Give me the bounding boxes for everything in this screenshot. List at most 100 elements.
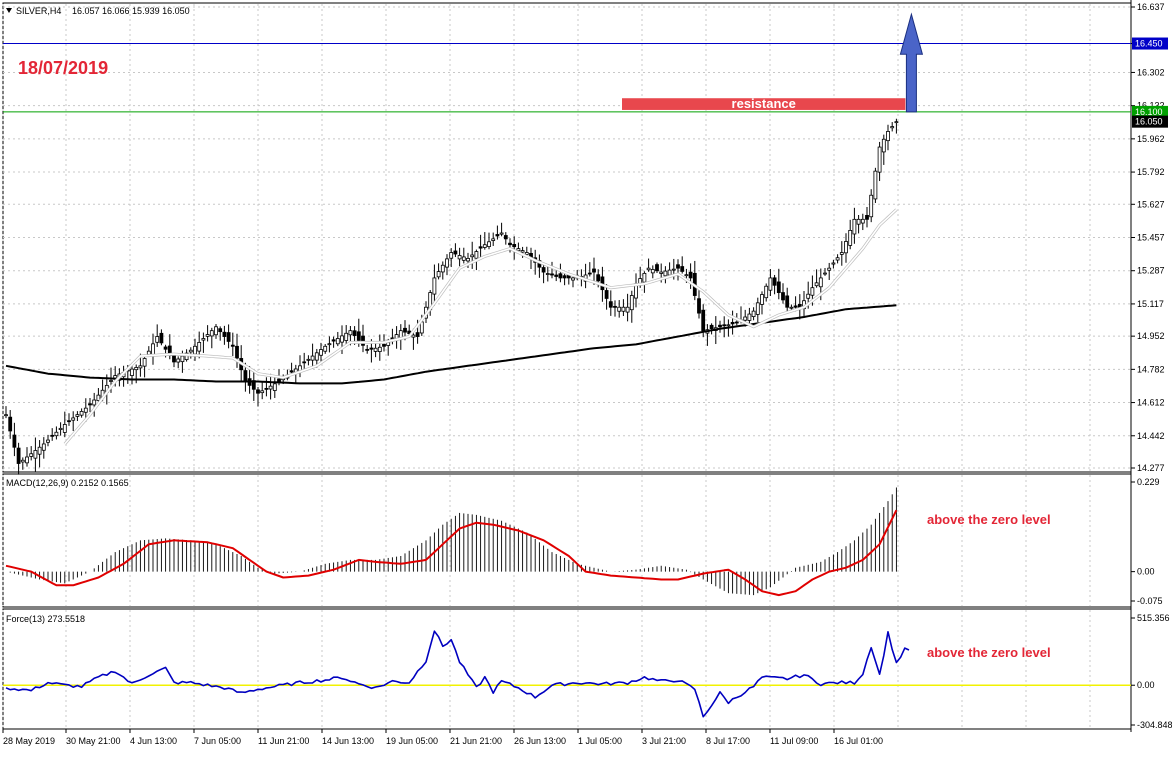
candle-body [436,271,441,278]
candle [827,262,832,280]
candle-body [16,447,21,464]
candle-body [751,310,756,317]
candle-body [886,131,890,142]
level-tag [1132,115,1168,128]
candle [470,241,475,269]
price-tick-label: 15.792 [1137,167,1165,177]
candle-body [663,270,668,277]
candle-body [781,292,785,301]
candle [860,213,865,231]
candle-body [151,343,155,355]
triangle-down-icon[interactable] [6,8,12,13]
candle-body [79,411,84,416]
candle-body [58,427,63,430]
candle-body [411,334,416,338]
price-tick-label: 14.277 [1137,463,1165,473]
candle-body [356,331,361,341]
candle [545,264,550,282]
candle [155,324,160,347]
candle-body [306,358,311,361]
candle [487,232,491,250]
candle [747,307,752,326]
candle-body [835,257,840,261]
candle-body [734,321,739,324]
candle [541,262,546,284]
candle [491,232,496,246]
candle-body [550,273,554,276]
candle-body [415,332,420,337]
candle-body [130,368,134,376]
candle [205,325,210,342]
candle-body [852,218,857,235]
candle [764,283,769,302]
candle-body [432,277,437,295]
candle-body [188,349,193,353]
candle [440,261,445,280]
candle-body [201,338,206,341]
candle [41,437,46,459]
candle-body [491,238,496,241]
candle-body [621,306,626,312]
candle-body [697,298,701,314]
time-tick-label: 21 Jun 21:00 [450,736,502,746]
candle [772,274,777,295]
candle [92,392,97,417]
candle [592,257,596,285]
candle [268,373,273,400]
candle-body [730,321,735,325]
candle-body [310,355,315,361]
candle [151,333,155,365]
candle-body [558,273,563,279]
candle [722,316,727,338]
candle [613,300,617,317]
candle-body [277,378,281,382]
candle [394,326,399,349]
candle-body [571,277,575,281]
candle [20,457,25,470]
candle-body [823,272,827,275]
candle-body [256,389,260,394]
candle-body [50,434,55,437]
candle [37,440,42,468]
candle [781,283,785,304]
candle [142,355,147,378]
resistance-label: resistance [732,96,796,111]
candle [558,263,563,283]
candle-body [499,232,504,235]
candle-body [369,347,374,350]
force-line [5,630,910,718]
time-tick-label: 8 Jul 17:00 [706,736,750,746]
candle [218,326,223,341]
candle-body [75,414,80,417]
candle [25,447,29,467]
candle-body [587,272,592,275]
time-tick-label: 1 Jul 05:00 [578,736,622,746]
candle [856,214,861,234]
candle [629,290,634,323]
candle [621,299,626,316]
candle [583,263,588,289]
price-tick-label: 14.952 [1137,331,1165,341]
candle-body [403,327,407,333]
candle-body [894,121,899,124]
candle-body [839,252,844,255]
candle-body [785,295,790,308]
candle-body [865,215,869,220]
candle-body [743,316,748,321]
candle-body [159,332,164,344]
price-panel[interactable] [2,2,1132,473]
time-tick-label: 11 Jun 21:00 [258,736,309,746]
candle [306,355,311,366]
candle [214,324,218,339]
candle-body [873,170,878,200]
candle [8,410,13,439]
candle-body [629,295,634,311]
resistance-zone[interactable] [622,98,906,110]
candle [478,234,483,259]
candle [310,343,315,369]
candle-body [869,194,874,218]
candle-body [323,345,328,352]
candle [230,332,235,357]
